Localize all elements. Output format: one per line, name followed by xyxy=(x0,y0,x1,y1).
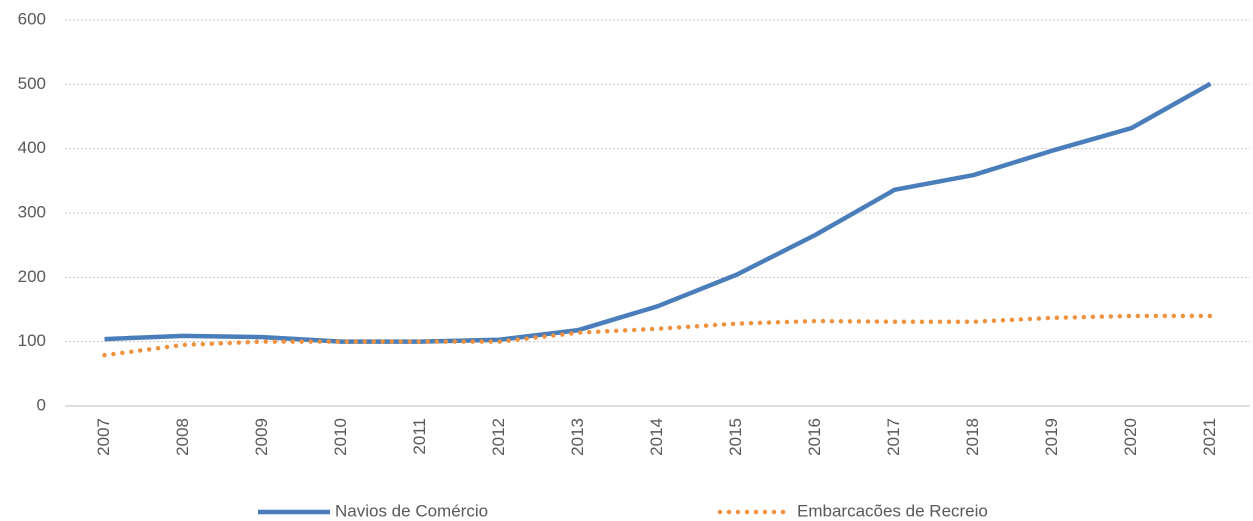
x-tick-label: 2013 xyxy=(568,418,587,456)
x-tick-label: 2021 xyxy=(1200,418,1219,456)
legend-label: Embarcacões de Recreio xyxy=(797,501,988,520)
x-tick-label: 2020 xyxy=(1121,418,1140,456)
y-tick-label: 400 xyxy=(18,138,46,157)
x-tick-label: 2012 xyxy=(489,418,508,456)
x-tick-label: 2007 xyxy=(94,418,113,456)
x-tick-label: 2008 xyxy=(173,418,192,456)
y-tick-label: 600 xyxy=(18,9,46,28)
x-tick-label: 2014 xyxy=(647,418,666,456)
x-tick-label: 2010 xyxy=(331,418,350,456)
y-tick-label: 300 xyxy=(18,202,46,221)
y-tick-label: 500 xyxy=(18,74,46,93)
x-tick-label: 2016 xyxy=(805,418,824,456)
x-tick-label: 2019 xyxy=(1042,418,1061,456)
x-tick-label: 2011 xyxy=(410,418,429,455)
line-series xyxy=(104,81,1212,344)
y-tick-label: 200 xyxy=(18,267,46,286)
x-tick-label: 2018 xyxy=(963,418,982,456)
x-tick-label: 2017 xyxy=(884,418,903,456)
legend-label: Navios de Comércio xyxy=(335,501,488,520)
y-tick-label: 0 xyxy=(37,395,46,414)
y-tick-label: 100 xyxy=(18,331,46,350)
x-tick-label: 2009 xyxy=(252,418,271,456)
x-tick-label: 2015 xyxy=(726,418,745,456)
